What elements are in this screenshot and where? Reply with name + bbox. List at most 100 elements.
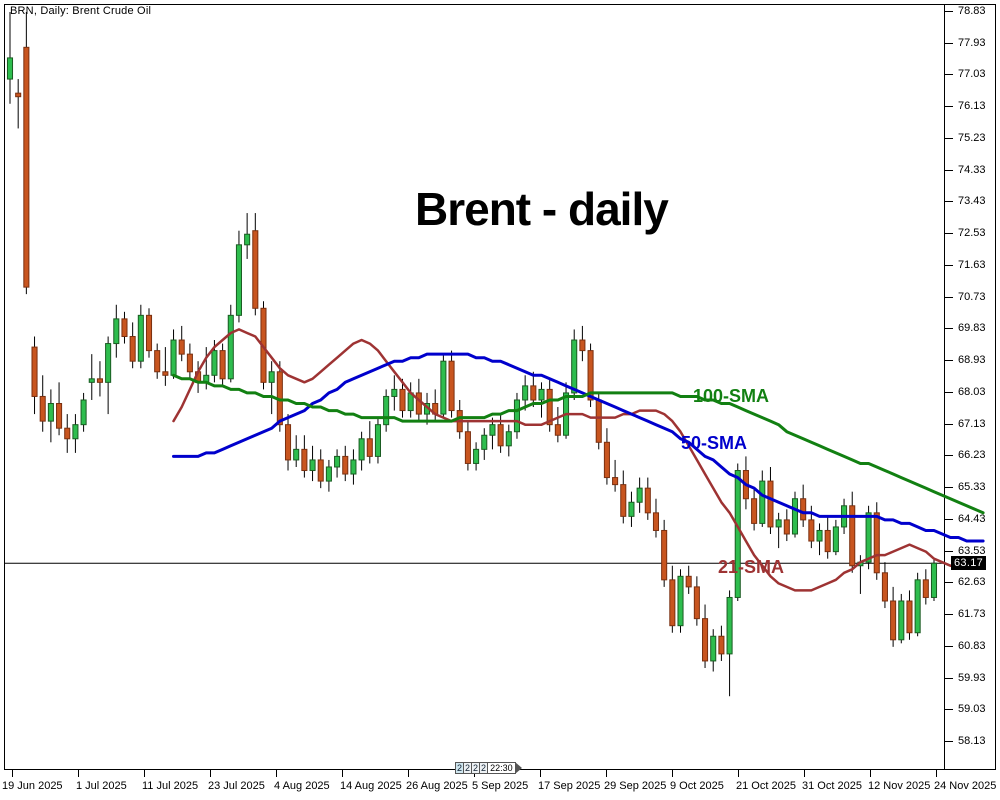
price-tick-mark: [945, 423, 953, 425]
candle-body: [636, 487, 643, 503]
price-tick-mark: [945, 582, 953, 584]
date-tick-mark: [936, 770, 937, 777]
symbol-label: BRN, Daily: Brent Crude Oil: [10, 5, 152, 17]
candle-body: [881, 572, 888, 602]
sma-line-21-sma: [172, 328, 985, 592]
price-tick-mark: [945, 137, 953, 139]
candle-body: [244, 233, 251, 246]
candle-body: [546, 388, 553, 426]
price-tick-mark: [945, 709, 953, 711]
price-tick-label: 74.33: [958, 163, 986, 176]
candle-body: [677, 575, 684, 627]
candle-body: [317, 459, 324, 482]
candle-body: [325, 466, 332, 482]
price-tick-label: 70.73: [958, 290, 986, 303]
candle-body: [72, 424, 79, 440]
candle-body: [293, 448, 300, 461]
legend-label-50-sma: 50-SMA: [681, 433, 748, 453]
date-tick-mark: [738, 770, 739, 777]
price-tick-label: 64.43: [958, 512, 986, 525]
candle-body: [890, 600, 897, 641]
plot-area-frame: [4, 4, 944, 770]
candle-body: [448, 360, 455, 412]
candle-body: [219, 350, 226, 380]
date-tick-mark: [78, 770, 79, 777]
candle-body: [80, 399, 87, 426]
date-tick-label: 12 Nov 2025: [868, 780, 931, 792]
candle-body: [31, 346, 38, 397]
candle-body: [652, 512, 660, 531]
date-tick-mark: [540, 770, 541, 777]
date-tick-label: 1 Jul 2025: [76, 780, 127, 792]
price-tick-mark: [945, 233, 953, 235]
price-tick-label: 63.53: [958, 544, 986, 557]
candle-body: [587, 350, 594, 401]
candle-body: [661, 529, 668, 581]
candle-body: [693, 586, 700, 620]
candle-body: [178, 339, 185, 355]
price-tick-mark: [945, 455, 953, 457]
candle-body: [906, 600, 913, 634]
candle-body: [849, 505, 856, 567]
candle-body: [235, 244, 242, 316]
price-axis-frame: [944, 4, 996, 770]
price-tick-label: 76.13: [958, 100, 986, 113]
candle-body: [718, 635, 725, 655]
scroll-time-label[interactable]: 22:30: [487, 762, 516, 774]
candle-body: [56, 403, 63, 429]
candle-body: [873, 512, 880, 574]
candle-body: [783, 519, 790, 535]
candle-body: [186, 353, 193, 373]
date-tick-label: 11 Jul 2025: [142, 780, 199, 792]
candle-body: [538, 388, 545, 401]
candle-body: [505, 431, 512, 447]
price-tick-label: 58.13: [958, 735, 986, 747]
candle-body: [522, 385, 529, 401]
candle-body: [15, 92, 22, 98]
scroll-arrow-icon[interactable]: [514, 762, 522, 774]
candle-body: [399, 388, 406, 412]
candle-body: [898, 600, 905, 641]
candle-body: [154, 350, 161, 373]
price-tick-label: 71.63: [958, 258, 986, 271]
candle-body: [513, 399, 521, 433]
candle-body: [96, 378, 103, 383]
candle-body: [751, 498, 758, 524]
price-tick-mark: [945, 487, 953, 489]
price-tick-label: 59.93: [958, 671, 986, 684]
price-tick-label: 68.93: [958, 354, 986, 367]
chart-scroll-widget[interactable]: 2 2 2 2 22:30: [455, 761, 522, 775]
date-tick-label: 26 Aug 2025: [406, 780, 468, 792]
price-tick-mark: [945, 169, 953, 171]
price-tick-mark: [945, 550, 953, 552]
price-tick-label: 66.23: [958, 449, 986, 462]
candle-body: [685, 575, 692, 588]
candle-body: [309, 459, 316, 472]
date-tick-label: 4 Aug 2025: [274, 780, 330, 792]
price-tick-label: 68.03: [958, 385, 986, 398]
date-tick-label: 29 Sep 2025: [604, 780, 667, 792]
candle-body: [914, 579, 921, 634]
candle-body: [211, 350, 218, 376]
date-tick-label: 5 Sep 2025: [472, 780, 529, 792]
price-tick-mark: [945, 296, 953, 298]
price-tick-label: 77.03: [958, 68, 986, 81]
price-tick-mark: [945, 106, 953, 108]
candle-body: [268, 371, 275, 383]
candle-body: [391, 388, 398, 397]
candle-body: [595, 399, 602, 443]
candle-body: [710, 635, 717, 662]
candle-body: [358, 438, 365, 461]
price-tick-mark: [945, 74, 953, 76]
price-tick-label: 73.43: [958, 195, 986, 208]
candle-body: [489, 424, 496, 436]
candle-body: [530, 385, 537, 401]
candle-body: [145, 314, 153, 352]
price-tick-label: 75.23: [958, 131, 986, 144]
candle-body: [464, 431, 471, 464]
date-tick-mark: [276, 770, 277, 777]
price-tick-label: 59.03: [958, 703, 986, 716]
date-tick-mark: [144, 770, 145, 777]
date-tick-label: 17 Sep 2025: [538, 780, 601, 792]
candle-body: [6, 57, 14, 80]
